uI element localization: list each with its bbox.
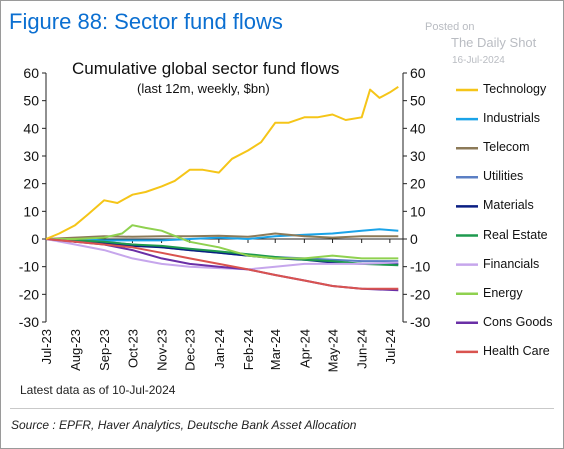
footer-divider xyxy=(10,408,554,409)
legend-label-telecom: Telecom xyxy=(483,140,530,155)
series-line-technology xyxy=(45,85,399,240)
x-tick-label: Nov-23 xyxy=(155,329,170,371)
x-tick-label: May-24 xyxy=(326,329,341,372)
series-line-real-estate xyxy=(45,238,399,267)
y-tick-label-right: 10 xyxy=(410,203,426,219)
x-tick-label: Feb-24 xyxy=(241,329,256,370)
y-tick-label-left: -30 xyxy=(19,314,39,330)
x-tick-label: Oct-23 xyxy=(125,329,140,368)
y-tick-label-left: 0 xyxy=(31,231,39,247)
y-tick-label-right: 40 xyxy=(410,120,426,136)
chart-subtitle: (last 12m, weekly, $bn) xyxy=(137,81,270,96)
y-tick-label-left: 10 xyxy=(23,203,39,219)
y-tick-label-left: 30 xyxy=(23,148,39,164)
watermark-date: 16-Jul-2024 xyxy=(452,55,505,66)
watermark-source-name: The Daily Shot xyxy=(451,35,537,50)
chart-title: Cumulative global sector fund flows xyxy=(72,59,340,78)
y-tick-label-left: 40 xyxy=(23,120,39,136)
y-tick-label-right: -20 xyxy=(410,286,430,302)
legend-label-health-care: Health Care xyxy=(483,343,550,358)
y-tick-label-left: 20 xyxy=(23,176,39,192)
series-line-health-care xyxy=(45,238,399,290)
series-line-materials xyxy=(45,238,399,265)
x-tick-label: Apr-24 xyxy=(297,329,312,368)
y-tick-label-left: 60 xyxy=(23,65,39,81)
legend-label-real-estate: Real Estate xyxy=(483,227,548,242)
legend-label-energy: Energy xyxy=(483,285,523,300)
source-note: Source : EPFR, Haver Analytics, Deutsche… xyxy=(11,418,357,432)
y-tick-label-right: 30 xyxy=(410,148,426,164)
y-tick-label-left: -20 xyxy=(19,286,39,302)
y-tick-label-right: 50 xyxy=(410,93,426,109)
figure-title: Figure 88: Sector fund flows xyxy=(9,9,283,34)
watermark-posted-on: Posted on xyxy=(425,21,475,33)
latest-data-note: Latest data as of 10-Jul-2024 xyxy=(20,383,176,397)
x-tick-label: Jul-23 xyxy=(39,329,54,364)
y-tick-label-right: 20 xyxy=(410,176,426,192)
legend-label-technology: Technology xyxy=(483,82,547,96)
y-tick-label-right: 0 xyxy=(410,231,418,247)
y-tick-label-left: -10 xyxy=(19,259,39,275)
series-line-industrials xyxy=(46,228,399,242)
x-tick-label: Jul-24 xyxy=(383,329,398,364)
legend-label-cons-goods: Cons Goods xyxy=(483,314,553,329)
x-tick-label: Sep-23 xyxy=(97,329,112,371)
series-line-financials xyxy=(45,238,399,271)
x-tick-label: Aug-23 xyxy=(68,329,83,371)
y-tick-label-left: 50 xyxy=(23,93,39,109)
y-tick-label-right: 60 xyxy=(410,65,426,81)
legend-label-utilities: Utilities xyxy=(483,169,524,184)
legend-label-industrials: Industrials xyxy=(483,111,540,126)
legend-label-materials: Materials xyxy=(483,198,534,213)
x-tick-label: Mar-24 xyxy=(268,329,283,370)
y-tick-label-right: -30 xyxy=(410,314,430,330)
x-tick-label: Dec-23 xyxy=(183,329,198,371)
series-line-energy xyxy=(46,224,399,260)
series-line-telecom xyxy=(45,232,399,240)
legend-label-financials: Financials xyxy=(483,256,540,271)
x-tick-label: Jun-24 xyxy=(355,329,370,369)
x-tick-label: Jan-24 xyxy=(212,329,227,369)
y-tick-label-right: -10 xyxy=(410,259,430,275)
